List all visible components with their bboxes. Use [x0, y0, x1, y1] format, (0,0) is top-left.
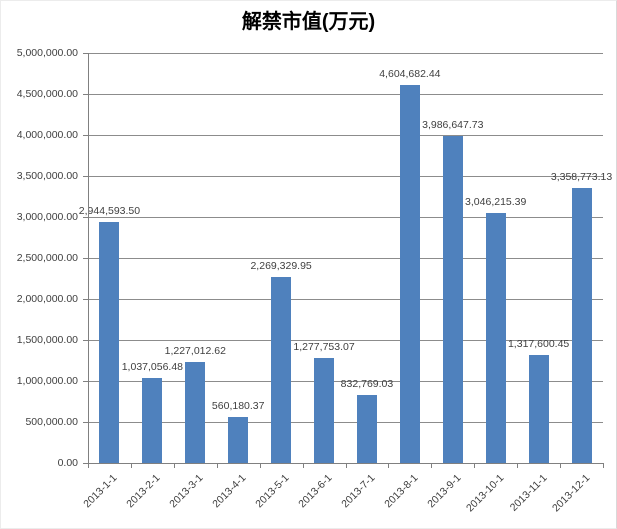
chart-title: 解禁市值(万元): [241, 11, 376, 33]
bar-value-label: 560,180.37: [211, 400, 265, 412]
bar-value-label: 1,277,753.07: [293, 341, 355, 353]
y-axis-tick: [83, 175, 88, 177]
gridline: [88, 216, 603, 218]
y-axis-tick: [83, 462, 88, 464]
x-tick-label: 2013-12-1: [549, 472, 593, 515]
bar-value-label: 1,037,056.48: [121, 361, 184, 373]
x-axis-tick: [603, 463, 604, 468]
x-axis-tick: [303, 463, 304, 468]
y-tick-label: 4,000,000.00: [16, 129, 78, 141]
bar: [99, 222, 120, 463]
x-axis-tick: [560, 463, 561, 468]
x-tick-label: 2013-5-1: [253, 472, 292, 511]
y-axis-tick: [83, 339, 88, 341]
y-tick-label: 3,000,000.00: [16, 211, 78, 223]
gridline: [88, 298, 603, 300]
bar-value-label: 4,604,682.44: [379, 68, 441, 80]
y-axis-tick: [83, 52, 88, 54]
bar: [185, 362, 206, 463]
x-tick-label: 2013-6-1: [296, 472, 335, 511]
y-tick-label: 2,000,000.00: [16, 293, 78, 305]
x-tick-label: 2013-9-1: [425, 472, 464, 511]
x-tick-label: 2013-11-1: [507, 472, 550, 514]
gridline: [88, 421, 603, 423]
y-axis-tick: [83, 93, 88, 95]
y-tick-label: 3,500,000.00: [16, 170, 78, 182]
x-axis-tick: [131, 463, 132, 468]
bar: [356, 395, 377, 463]
bar: [442, 136, 463, 463]
bar-value-label: 3,986,647.73: [422, 119, 484, 131]
x-tick-label: 2013-2-1: [124, 472, 163, 511]
bar: [271, 277, 292, 463]
y-axis-tick: [83, 298, 88, 300]
y-tick-label: 0.00: [57, 457, 78, 469]
x-tick-label: 2013-10-1: [463, 472, 507, 515]
bar: [228, 417, 249, 463]
gridline: [88, 93, 603, 95]
y-axis-tick: [83, 257, 88, 259]
x-tick-label: 2013-1-1: [81, 472, 120, 511]
x-axis-tick: [517, 463, 518, 468]
gridline: [88, 134, 603, 136]
gridline: [88, 257, 603, 259]
x-axis-tick: [431, 463, 432, 468]
y-tick-label: 4,500,000.00: [16, 88, 78, 100]
gridline: [88, 175, 603, 177]
y-axis-line: [88, 53, 89, 468]
y-axis-tick: [83, 421, 88, 423]
x-axis-tick: [260, 463, 261, 468]
bar-value-label: 832,769.03: [340, 378, 394, 390]
x-tick-label: 2013-4-1: [210, 472, 249, 511]
x-tick-label: 2013-8-1: [382, 472, 421, 511]
y-axis-tick: [83, 216, 88, 218]
bar-value-label: 2,269,329.95: [250, 260, 312, 272]
bar: [142, 378, 163, 463]
x-axis-tick: [346, 463, 347, 468]
y-tick-label: 1,000,000.00: [16, 375, 78, 387]
bar-value-label: 1,317,600.45: [507, 338, 570, 350]
bar: [399, 85, 420, 463]
y-tick-label: 5,000,000.00: [16, 47, 78, 59]
x-axis-tick: [388, 463, 389, 468]
bar: [314, 358, 335, 463]
bar: [528, 355, 549, 463]
x-tick-label: 2013-7-1: [339, 472, 378, 511]
bar-value-label: 3,358,773.13: [550, 171, 613, 183]
y-tick-label: 500,000.00: [25, 416, 78, 428]
x-tick-label: 2013-3-1: [167, 472, 206, 511]
bar-value-label: 2,944,593.50: [78, 205, 141, 217]
gridline: [88, 52, 603, 54]
y-axis-tick: [83, 380, 88, 382]
gridline: [88, 339, 603, 341]
bar-value-label: 1,227,012.62: [164, 345, 226, 357]
y-tick-label: 1,500,000.00: [16, 334, 78, 346]
bar: [485, 213, 506, 463]
y-axis-tick: [83, 134, 88, 136]
x-axis-tick: [217, 463, 218, 468]
x-axis-tick: [174, 463, 175, 468]
gridline: [88, 380, 603, 382]
bar-value-label: 3,046,215.39: [465, 196, 527, 208]
x-axis-line: [88, 463, 604, 464]
y-tick-label: 2,500,000.00: [16, 252, 78, 264]
x-axis-tick: [474, 463, 475, 468]
bar: [571, 188, 592, 463]
